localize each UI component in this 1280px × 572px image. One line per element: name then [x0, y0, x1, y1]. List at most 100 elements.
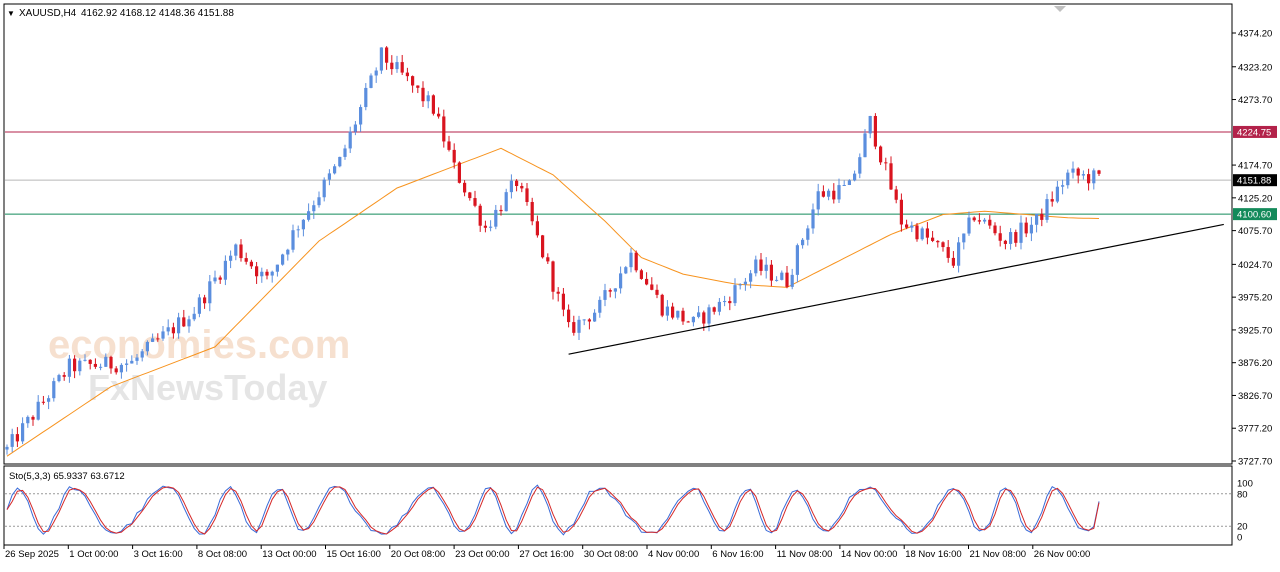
candle[interactable]: [166, 319, 170, 336]
candle[interactable]: [499, 205, 503, 216]
candle[interactable]: [811, 203, 815, 234]
candle[interactable]: [613, 288, 617, 299]
candle[interactable]: [795, 243, 799, 283]
candle[interactable]: [130, 355, 134, 364]
candle[interactable]: [541, 234, 545, 259]
candle[interactable]: [483, 220, 487, 233]
candle[interactable]: [723, 295, 727, 307]
candle[interactable]: [743, 277, 747, 291]
candle[interactable]: [660, 293, 664, 318]
candle[interactable]: [957, 237, 961, 273]
candle[interactable]: [931, 230, 935, 243]
candle[interactable]: [509, 174, 513, 199]
candle[interactable]: [369, 73, 373, 89]
candle[interactable]: [759, 252, 763, 276]
indicator-frame[interactable]: [3, 465, 1233, 546]
candle[interactable]: [26, 415, 30, 428]
candle[interactable]: [125, 359, 129, 372]
candle[interactable]: [78, 358, 82, 376]
candle[interactable]: [738, 283, 742, 290]
candle[interactable]: [463, 180, 467, 197]
candle[interactable]: [327, 169, 331, 186]
candle[interactable]: [941, 241, 945, 252]
candle[interactable]: [442, 109, 446, 148]
candle[interactable]: [62, 372, 66, 381]
candle[interactable]: [52, 377, 56, 402]
candle[interactable]: [109, 355, 113, 374]
candle[interactable]: [775, 276, 779, 282]
candle[interactable]: [988, 215, 992, 229]
candle[interactable]: [338, 156, 342, 168]
candle[interactable]: [286, 248, 290, 261]
candle[interactable]: [145, 340, 149, 356]
candle[interactable]: [416, 85, 420, 94]
candle[interactable]: [816, 183, 820, 216]
candle[interactable]: [951, 251, 955, 268]
candle[interactable]: [478, 203, 482, 232]
candle[interactable]: [249, 259, 253, 269]
candle[interactable]: [598, 296, 602, 318]
candle[interactable]: [275, 264, 279, 277]
candle[interactable]: [218, 275, 222, 284]
candle[interactable]: [452, 143, 456, 169]
candle[interactable]: [353, 121, 357, 136]
candle[interactable]: [915, 222, 919, 242]
candle[interactable]: [390, 55, 394, 75]
candle[interactable]: [691, 316, 695, 327]
candle[interactable]: [728, 296, 732, 311]
candle[interactable]: [561, 287, 565, 317]
candle[interactable]: [182, 309, 186, 328]
candle[interactable]: [1040, 208, 1044, 227]
candle[interactable]: [520, 182, 524, 193]
candle[interactable]: [868, 115, 872, 139]
candle[interactable]: [733, 278, 737, 307]
candle[interactable]: [535, 215, 539, 238]
candle[interactable]: [889, 156, 893, 191]
candle[interactable]: [1071, 161, 1075, 179]
candle[interactable]: [655, 284, 659, 299]
candle[interactable]: [67, 354, 71, 383]
candle[interactable]: [853, 170, 857, 182]
candle[interactable]: [920, 226, 924, 241]
candle[interactable]: [151, 333, 155, 343]
candle[interactable]: [301, 219, 305, 237]
candle[interactable]: [936, 240, 940, 248]
candle[interactable]: [665, 300, 669, 321]
candle[interactable]: [567, 304, 571, 328]
candle[interactable]: [842, 180, 846, 186]
candle[interactable]: [31, 415, 35, 426]
candle[interactable]: [47, 395, 51, 410]
candle[interactable]: [832, 183, 836, 204]
candle[interactable]: [156, 333, 160, 342]
candle[interactable]: [977, 213, 981, 225]
candle[interactable]: [1029, 216, 1033, 242]
candle[interactable]: [801, 238, 805, 249]
chart-shift-marker[interactable]: [1054, 6, 1066, 12]
candle[interactable]: [296, 225, 300, 238]
candle[interactable]: [910, 221, 914, 233]
candle[interactable]: [925, 222, 929, 245]
candle[interactable]: [21, 417, 25, 445]
candle[interactable]: [639, 268, 643, 280]
candle[interactable]: [764, 257, 768, 279]
candle[interactable]: [608, 288, 612, 298]
candle[interactable]: [426, 91, 430, 109]
candle[interactable]: [291, 224, 295, 253]
candle[interactable]: [972, 216, 976, 222]
candle[interactable]: [255, 261, 259, 284]
candle[interactable]: [343, 144, 347, 160]
candle[interactable]: [421, 81, 425, 108]
candle[interactable]: [717, 298, 721, 316]
candle[interactable]: [905, 219, 909, 230]
candle[interactable]: [1050, 191, 1054, 207]
candle[interactable]: [395, 55, 399, 73]
candle[interactable]: [57, 373, 61, 383]
candle[interactable]: [270, 270, 274, 283]
candle[interactable]: [447, 135, 451, 152]
candle[interactable]: [161, 325, 165, 341]
candle[interactable]: [213, 270, 217, 284]
candle[interactable]: [967, 211, 971, 236]
candle[interactable]: [837, 178, 841, 204]
candle[interactable]: [229, 250, 233, 269]
candle[interactable]: [671, 302, 675, 320]
